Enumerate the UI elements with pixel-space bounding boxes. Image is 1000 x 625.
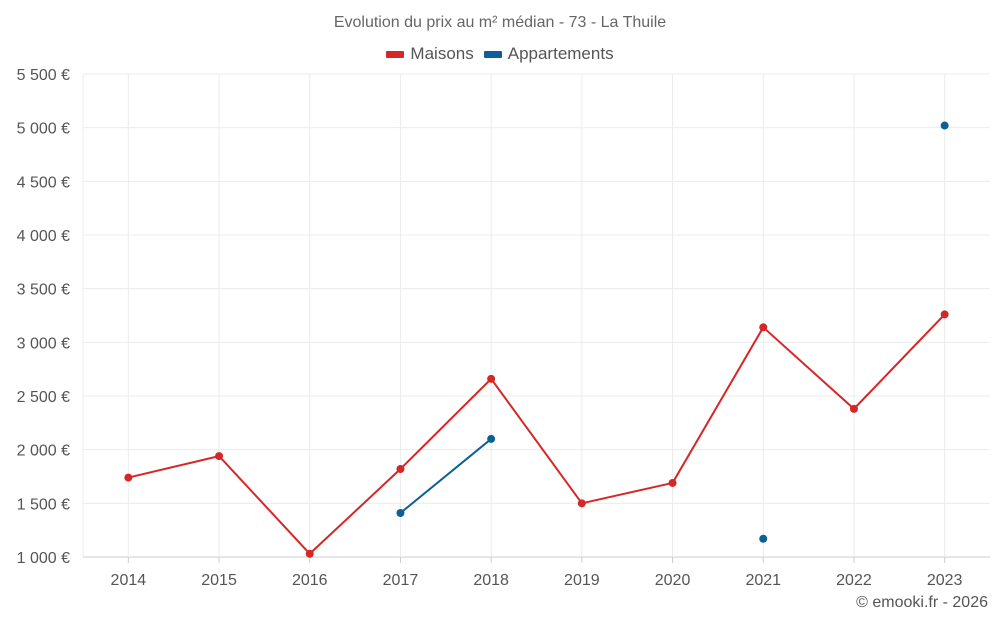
x-tick-label: 2020 [655,572,691,589]
x-tick-label: 2021 [745,572,781,589]
legend-item-maisons[interactable]: Maisons [386,44,474,64]
legend-swatch-appartements [483,50,502,58]
data-point-appartements [396,508,405,517]
data-point-maisons [124,473,133,482]
x-tick-label: 2019 [564,572,600,589]
legend-item-appartements[interactable]: Appartements [483,44,614,64]
y-tick-label: 3 500 € [17,282,70,299]
data-point-appartements [487,434,496,443]
credit: © emooki.fr - 2026 [856,594,988,611]
x-tick-label: 2015 [201,572,237,589]
data-point-maisons [577,499,586,508]
series-line-appartements [399,438,492,514]
x-tick-label: 2017 [383,572,419,589]
data-point-maisons [215,452,224,461]
data-point-appartements [940,121,949,130]
x-tick-label: 2018 [473,572,509,589]
y-tick-label: 4 500 € [17,174,70,191]
y-tick-label: 1 500 € [17,496,70,513]
x-tick-label: 2014 [111,572,147,589]
y-tick-label: 2 000 € [17,443,70,460]
data-point-maisons [305,549,314,558]
y-tick-label: 1 000 € [17,550,70,567]
series-line-maisons [128,313,946,555]
chart-title: Evolution du prix au m² médian - 73 - La… [333,14,667,31]
legend-label-maisons: Maisons [410,44,474,63]
legend-label-appartements: Appartements [507,44,614,63]
data-point-maisons [849,404,858,413]
x-tick-label: 2023 [927,572,963,589]
x-tick-label: 2016 [292,572,328,589]
data-point-maisons [396,464,405,473]
legend: Maisons Appartements [0,44,1000,64]
data-point-appartements [759,534,768,543]
y-tick-label: 5 500 € [17,67,70,84]
y-tick-label: 5 000 € [17,121,70,138]
y-tick-label: 4 000 € [17,228,70,245]
y-tick-label: 3 000 € [17,335,70,352]
legend-swatch-maisons [386,50,405,58]
x-tick-label: 2022 [836,572,872,589]
data-point-maisons [668,478,677,487]
y-tick-label: 2 500 € [17,389,70,406]
data-point-maisons [940,310,949,319]
data-point-maisons [487,374,496,383]
data-point-maisons [759,323,768,332]
